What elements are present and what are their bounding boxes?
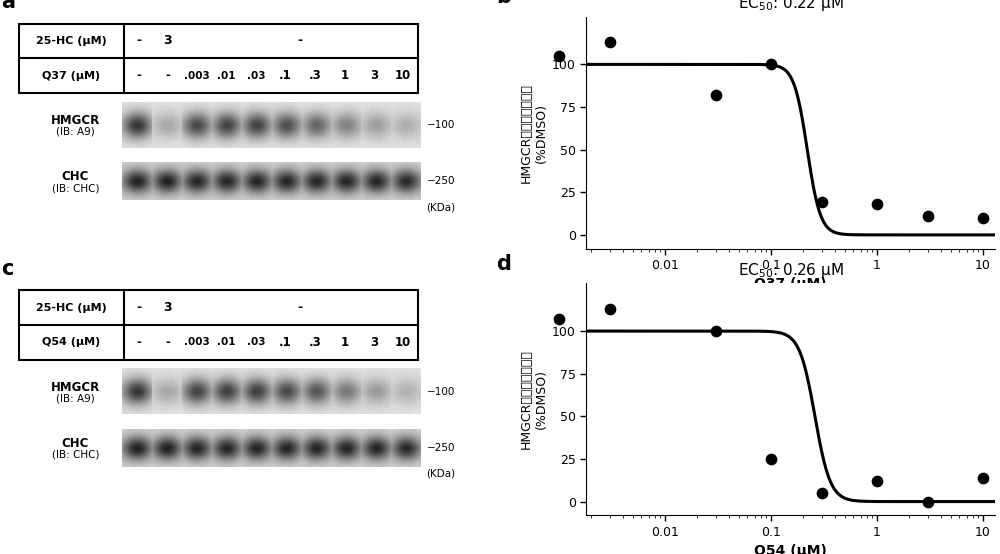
Text: -: - [136, 301, 141, 314]
Bar [19, 24, 418, 93]
Point [708, 91, 724, 100]
Point [869, 200, 885, 209]
Text: 3: 3 [370, 69, 378, 82]
Text: CHC: CHC [62, 437, 89, 450]
Text: .1: .1 [279, 69, 292, 82]
Text: .003: .003 [184, 71, 210, 81]
Text: 25-HC (μM): 25-HC (μM) [36, 302, 107, 312]
Text: 25-HC (μM): 25-HC (μM) [36, 36, 107, 46]
Point [920, 497, 936, 506]
Point [551, 52, 567, 60]
Text: (KDa): (KDa) [426, 469, 456, 479]
Point [763, 454, 779, 463]
Text: (KDa): (KDa) [426, 202, 456, 212]
Text: b: b [496, 0, 511, 7]
Text: 3: 3 [164, 34, 172, 48]
Text: −250: −250 [426, 443, 455, 453]
X-axis label: Q54 (μM): Q54 (μM) [754, 544, 827, 554]
Text: −100: −100 [426, 120, 455, 130]
Text: -: - [165, 69, 170, 82]
Text: .1: .1 [279, 336, 292, 349]
Point [975, 213, 991, 222]
Text: -: - [136, 34, 141, 48]
Y-axis label: HMGCR蛋白的相对含量
(%DMSO): HMGCR蛋白的相对含量 (%DMSO) [520, 350, 548, 449]
Point [869, 476, 885, 485]
Text: 1: 1 [340, 336, 348, 349]
Text: .003: .003 [184, 337, 210, 347]
Title: EC$_{50}$: 0.22 μM: EC$_{50}$: 0.22 μM [738, 0, 843, 13]
Text: .3: .3 [309, 336, 321, 349]
Text: -: - [298, 301, 303, 314]
Point [763, 60, 779, 69]
Text: 3: 3 [370, 336, 378, 349]
Text: .03: .03 [247, 71, 265, 81]
Text: (IB: A9): (IB: A9) [56, 394, 95, 404]
Point [814, 489, 830, 497]
Text: −100: −100 [426, 387, 455, 397]
Title: EC$_{50}$: 0.26 μM: EC$_{50}$: 0.26 μM [738, 261, 843, 280]
Text: .3: .3 [309, 69, 321, 82]
Point [708, 327, 724, 336]
X-axis label: Q37 (μM): Q37 (μM) [754, 278, 827, 291]
Text: Q37 (μM): Q37 (μM) [42, 71, 100, 81]
Point [551, 315, 567, 324]
Text: -: - [136, 69, 141, 82]
Text: (IB: A9): (IB: A9) [56, 127, 95, 137]
Text: 10: 10 [395, 69, 411, 82]
Text: d: d [496, 254, 511, 274]
Point [602, 305, 618, 314]
Text: -: - [136, 336, 141, 349]
Text: .01: .01 [217, 71, 236, 81]
Text: Q54 (μM): Q54 (μM) [42, 337, 100, 347]
Text: CHC: CHC [62, 170, 89, 183]
Point [920, 212, 936, 220]
Point [602, 38, 618, 47]
Y-axis label: HMGCR蛋白的相对含量
(%DMSO): HMGCR蛋白的相对含量 (%DMSO) [520, 83, 548, 182]
Point [814, 198, 830, 207]
Text: 3: 3 [164, 301, 172, 314]
Text: a: a [1, 0, 15, 12]
Text: 1: 1 [340, 69, 348, 82]
Text: -: - [165, 336, 170, 349]
Text: 10: 10 [395, 336, 411, 349]
Text: HMGCR: HMGCR [51, 114, 100, 127]
Bar [19, 290, 418, 360]
Text: HMGCR: HMGCR [51, 381, 100, 393]
Text: (IB: CHC): (IB: CHC) [52, 183, 99, 193]
Text: -: - [298, 34, 303, 48]
Text: c: c [1, 259, 14, 279]
Text: .03: .03 [247, 337, 265, 347]
Text: −250: −250 [426, 176, 455, 186]
Point [975, 473, 991, 482]
Text: (IB: CHC): (IB: CHC) [52, 450, 99, 460]
Text: .01: .01 [217, 337, 236, 347]
